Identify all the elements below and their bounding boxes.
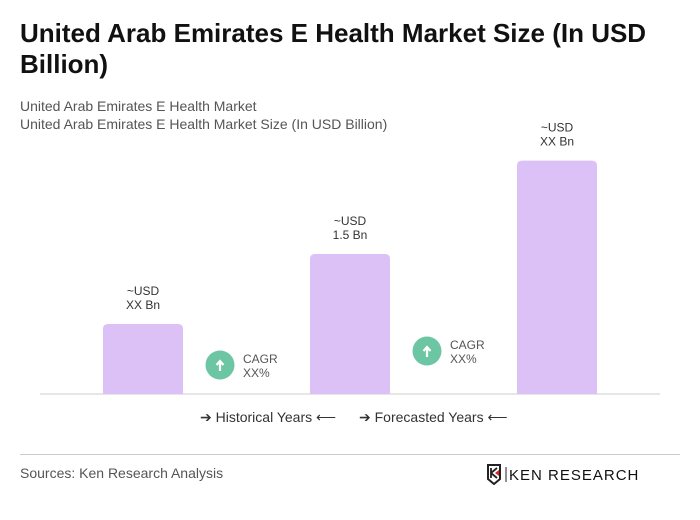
- svg-text:KEN RESEARCH: KEN RESEARCH: [509, 467, 639, 484]
- data-label: ~USD: [334, 214, 367, 228]
- legend-historical-label: Historical Years: [215, 409, 313, 425]
- legend-forecasted: ➔ Forecasted Years ⟵: [359, 409, 508, 425]
- cagr-label: CAGR: [450, 338, 485, 352]
- divider: [20, 454, 680, 455]
- data-label: XX Bn: [126, 298, 160, 312]
- data-label: 1.5 Bn: [333, 228, 368, 242]
- data-label: XX Bn: [540, 135, 574, 149]
- legend-forecasted-label: Forecasted Years: [374, 409, 484, 425]
- page-title: United Arab Emirates E Health Market Siz…: [20, 18, 647, 79]
- cagr-label: CAGR: [243, 352, 278, 366]
- ken-research-logo: KEN RESEARCH: [487, 464, 639, 485]
- bar: [517, 160, 597, 394]
- data-label: ~USD: [127, 284, 160, 298]
- sources: Sources: Ken Research Analysis: [20, 465, 224, 481]
- legend-historical: ➔ Historical Years ⟵: [200, 409, 337, 425]
- bar: [310, 254, 390, 394]
- bar: [103, 324, 183, 394]
- data-label: ~USD: [541, 121, 574, 135]
- subtitle-2: United Arab Emirates E Health Market Siz…: [20, 116, 388, 132]
- cagr-label: XX%: [243, 366, 270, 380]
- cagr-label: XX%: [450, 352, 477, 366]
- subtitle: United Arab Emirates E Health Market: [20, 98, 257, 114]
